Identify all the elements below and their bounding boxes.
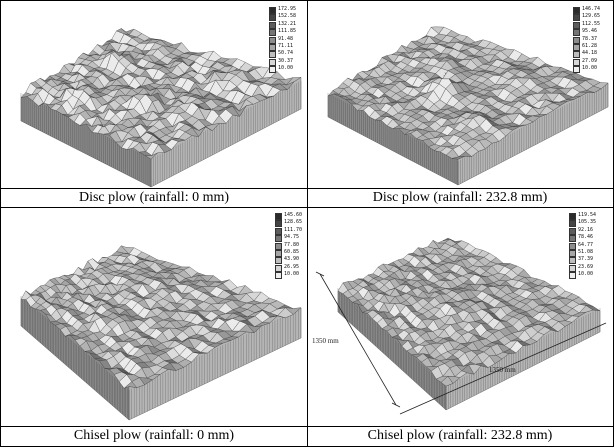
legend-swatch <box>269 51 276 59</box>
legend-swatch <box>573 66 580 74</box>
legend-value: 30.37 <box>278 57 294 64</box>
legend-value: 145.60 <box>284 212 303 218</box>
legend-value: 26.95 <box>284 263 300 270</box>
legend-value: 92.16 <box>578 226 594 233</box>
legend-value: 64.77 <box>578 241 594 248</box>
legend-value: 23.69 <box>578 263 594 270</box>
legend-swatch <box>269 36 276 44</box>
legend-value: 119.54 <box>578 212 597 218</box>
legend-swatch <box>569 264 576 272</box>
legend-swatch <box>269 14 276 22</box>
legend-swatch <box>275 242 282 250</box>
surface-plot-chisel-232mm <box>337 237 601 411</box>
legend-swatch <box>275 257 282 265</box>
legend-disc-232mm: 146.74 129.65 112.55 95.46 78.37 61.28 44.18 27… <box>573 6 613 75</box>
legend-value: 77.80 <box>284 241 300 248</box>
legend-value: 10.00 <box>582 65 598 72</box>
legend-value: 146.74 <box>582 6 601 12</box>
legend-swatch <box>269 7 276 14</box>
legend-swatch <box>569 235 576 243</box>
legend-swatch <box>573 36 580 44</box>
grid-divider-h3 <box>1 426 613 427</box>
legend-swatch <box>269 29 276 37</box>
legend-value: 128.65 <box>284 219 303 226</box>
legend-value: 95.46 <box>582 28 598 35</box>
legend-value: 71.11 <box>278 43 294 49</box>
legend-disc-0mm: 172.95 152.58 132.21 111.85 91.48 71.11 50.74 3… <box>269 6 309 75</box>
caption-chisel-232mm: Chisel plow (rainfall: 232.8 mm) <box>367 428 553 443</box>
surface-plot-chisel-0mm <box>20 245 302 421</box>
legend-value: 91.48 <box>278 35 294 42</box>
legend-value: 44.18 <box>582 50 598 57</box>
legend-swatch <box>275 220 282 228</box>
legend-value: 60.85 <box>284 249 300 255</box>
legend-value: 27.09 <box>582 57 598 64</box>
legend-value: 152.58 <box>278 13 297 20</box>
legend-value: 10.00 <box>284 271 300 278</box>
legend-swatch <box>269 44 276 51</box>
legend-chisel-0mm: 145.60 128.65 111.70 94.75 77.80 60.85 43.90 26… <box>275 212 315 281</box>
legend-value: 78.46 <box>578 234 594 241</box>
legend-swatch <box>569 227 576 235</box>
legend-value: 10.00 <box>278 65 294 72</box>
grid-divider-h2 <box>1 207 613 208</box>
legend-value: 61.28 <box>582 43 598 49</box>
legend-swatch <box>275 264 282 272</box>
legend-value: 51.08 <box>578 249 594 255</box>
legend-swatch <box>275 235 282 243</box>
legend-swatch <box>269 66 276 74</box>
legend-value: 111.70 <box>284 226 303 233</box>
legend-swatch <box>573 7 580 14</box>
legend-chisel-232mm: 119.54 105.35 92.16 78.46 64.77 51.08 37.39 23.… <box>569 212 609 281</box>
legend-value: 43.90 <box>284 256 300 263</box>
dimension-lines <box>315 271 607 415</box>
surface-plot-disc-0mm <box>20 28 302 188</box>
legend-value: 105.35 <box>578 219 597 226</box>
dimension-label-side-a: 1350 mm <box>312 337 339 345</box>
legend-swatch <box>573 14 580 22</box>
legend-swatch <box>569 220 576 228</box>
legend-swatch <box>569 250 576 257</box>
legend-value: 37.39 <box>578 256 594 263</box>
legend-value: 111.85 <box>278 28 297 35</box>
legend-value: 129.65 <box>582 13 601 20</box>
legend-swatch <box>275 227 282 235</box>
legend-swatch <box>573 21 580 29</box>
caption-disc-0mm: Disc plow (rainfall: 0 mm) <box>78 190 230 205</box>
legend-value: 112.55 <box>582 20 601 27</box>
dimension-label-side-b: 1350 mm <box>489 366 516 374</box>
grid-divider-h1 <box>1 188 613 189</box>
legend-swatch <box>573 58 580 66</box>
legend-value: 94.75 <box>284 234 300 241</box>
legend-swatch <box>269 21 276 29</box>
caption-disc-232mm: Disc plow (rainfall: 232.8 mm) <box>372 190 548 205</box>
legend-value: 10.00 <box>578 271 594 278</box>
legend-swatch <box>573 44 580 51</box>
legend-swatch <box>569 257 576 265</box>
legend-swatch <box>573 29 580 37</box>
legend-swatch <box>569 213 576 220</box>
legend-swatch <box>573 51 580 59</box>
legend-swatch <box>275 250 282 257</box>
legend-value: 132.21 <box>278 20 297 27</box>
legend-swatch <box>275 213 282 220</box>
legend-swatch <box>569 242 576 250</box>
legend-swatch <box>269 58 276 66</box>
legend-value: 172.95 <box>278 6 297 12</box>
caption-chisel-0mm: Chisel plow (rainfall: 0 mm) <box>73 428 235 443</box>
surface-plot-disc-232mm <box>327 26 609 186</box>
legend-swatch <box>275 272 282 280</box>
legend-swatch <box>569 272 576 280</box>
legend-value: 78.37 <box>582 35 598 42</box>
legend-value: 50.74 <box>278 50 294 57</box>
grid-divider-vertical <box>307 1 308 446</box>
